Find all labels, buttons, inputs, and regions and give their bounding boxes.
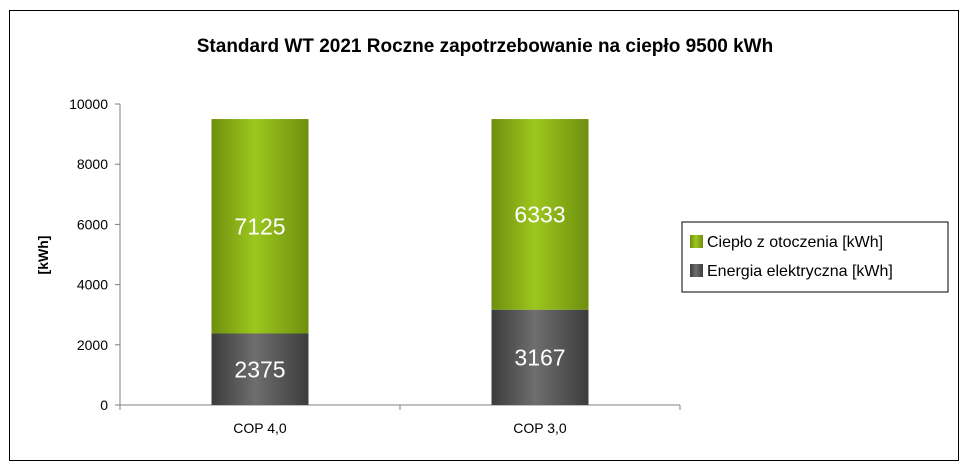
bar-data-label: 2375 bbox=[234, 356, 285, 382]
legend-label: Ciepło z otoczenia [kWh] bbox=[707, 234, 883, 251]
bar-segment-energia-elektryczna bbox=[211, 333, 309, 405]
x-axis: COP 4,0 COP 3,0 bbox=[119, 404, 681, 436]
legend-box bbox=[681, 221, 949, 293]
y-tick-label: 6000 bbox=[77, 216, 108, 232]
legend-label: Energia elektryczna [kWh] bbox=[707, 263, 893, 280]
bar-data-label: 6333 bbox=[514, 201, 565, 227]
y-tick-label: 8000 bbox=[77, 156, 108, 172]
y-tick-label: 2000 bbox=[77, 337, 108, 353]
y-tick-label: 0 bbox=[100, 397, 108, 413]
bar-data-label: 3167 bbox=[514, 344, 565, 370]
chart-title: Standard WT 2021 Roczne zapotrzebowanie … bbox=[197, 36, 773, 57]
x-category-label: COP 3,0 bbox=[513, 420, 567, 436]
bar-segment-energia-elektryczna bbox=[491, 309, 589, 405]
bar-data-label: 7125 bbox=[234, 213, 285, 239]
y-axis-title: [kWh] bbox=[35, 236, 51, 275]
bars: 2375 7125 3167 6333 bbox=[211, 119, 589, 405]
y-tick-label: 4000 bbox=[77, 277, 108, 293]
legend-swatch-cieplo-z-otoczenia bbox=[690, 235, 703, 248]
legend: Ciepło z otoczenia [kWh] Energia elektryc… bbox=[681, 221, 949, 293]
x-category-label: COP 4,0 bbox=[233, 420, 287, 436]
bar-segment-cieplo-z-otoczenia bbox=[211, 119, 309, 334]
legend-swatch-energia-elektryczna bbox=[690, 264, 703, 277]
y-axis: 0 2000 4000 6000 8000 10000 bbox=[69, 96, 121, 413]
y-tick-label: 10000 bbox=[69, 96, 108, 112]
bar-segment-cieplo-z-otoczenia bbox=[491, 119, 589, 310]
